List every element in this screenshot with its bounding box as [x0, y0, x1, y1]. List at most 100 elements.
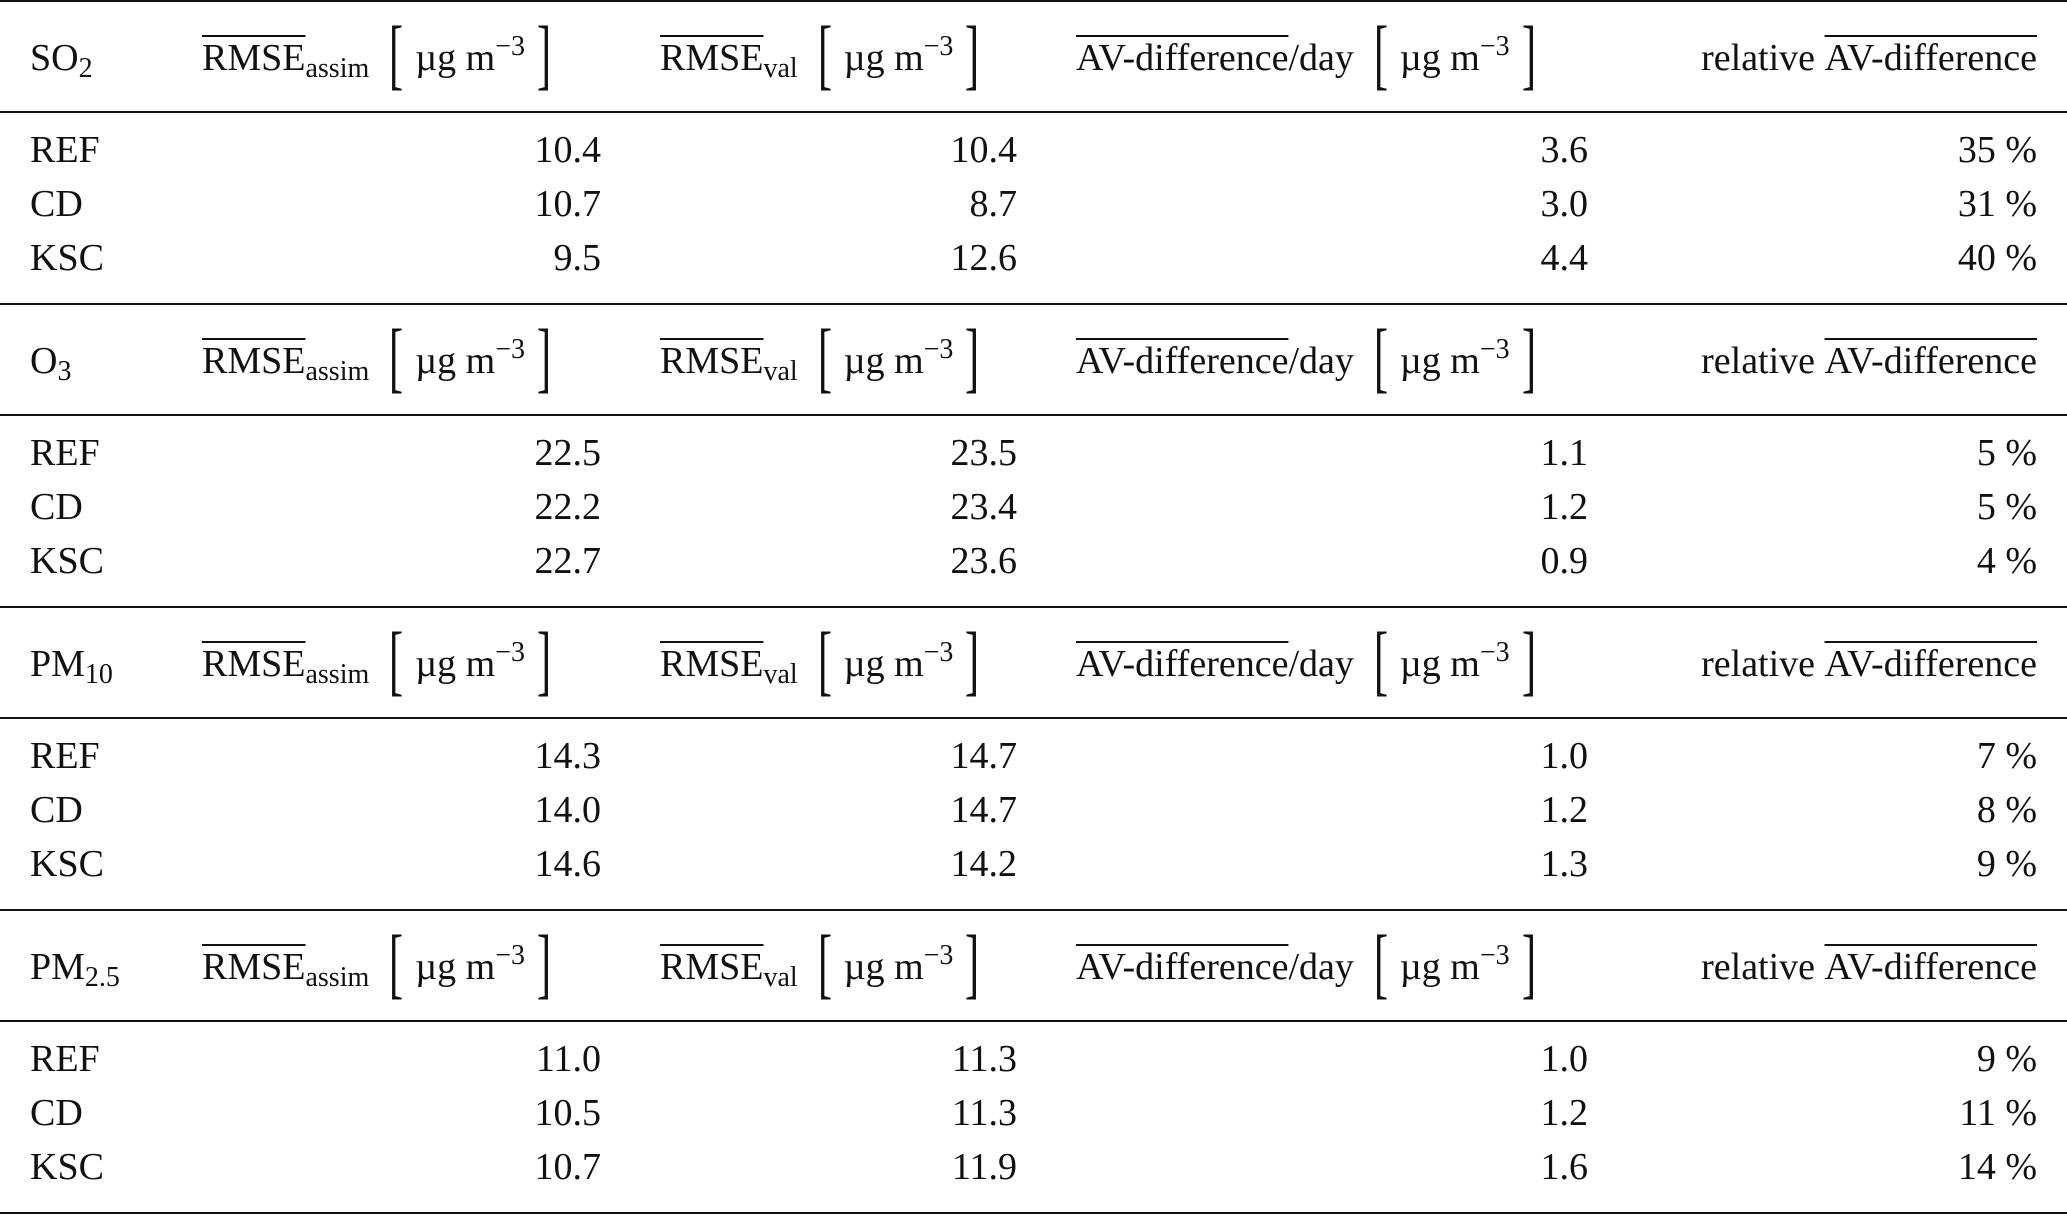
header-space: [1815, 36, 1825, 80]
av-difference-label: AV-difference: [1076, 340, 1289, 382]
unit-text: µg m: [415, 643, 496, 685]
relative-av-difference-value: 14 %: [1957, 1146, 2037, 1188]
bracket-open: [: [389, 313, 404, 400]
bracket-open: [: [817, 313, 832, 400]
relative-av-difference-value: 31 %: [1957, 183, 2037, 225]
unit-label: [µg m−3]: [383, 924, 557, 1006]
rmse-assim-value: 22.5: [534, 432, 602, 474]
table-row: CD 10.7 8.7 3.0 31 %: [0, 177, 2067, 231]
header-av-difference-day: AV-difference/day [µg m−3]: [1076, 917, 1542, 1017]
rmse-assim-value: 11.0: [535, 1038, 601, 1080]
bracket-close: ]: [536, 10, 552, 97]
unit-label: [µg m−3]: [383, 15, 557, 97]
relative-prefix: relative: [1701, 340, 1816, 382]
rmse-assim-value: 9.5: [553, 237, 602, 279]
bracket-open: [: [1373, 919, 1389, 1006]
species-subscript: 2: [78, 53, 93, 84]
rmse-assim-label: RMSE: [202, 340, 306, 382]
unit-text-group: µg m−3: [409, 334, 531, 383]
table-row: KSC 14.6 14.2 1.3 9 %: [0, 837, 2067, 891]
section-header-row: PM 2.5 RMSE assim[µg m−3] RMSE val[µg m−3] AV-…: [0, 917, 2067, 1017]
unit-text-group: µg m−3: [1394, 31, 1516, 80]
row-label: KSC: [30, 843, 104, 885]
av-difference-day-value: 1.6: [1540, 1146, 1589, 1188]
bracket-close: ]: [965, 919, 980, 1006]
unit-text: µg m: [415, 37, 496, 79]
unit-exponent: −3: [923, 940, 954, 971]
header-underline-rule: [0, 717, 2067, 719]
bracket-open: [: [1373, 616, 1389, 703]
relative-av-difference-value: 40 %: [1957, 237, 2037, 279]
bracket-close: ]: [1521, 616, 1536, 703]
table-row: REF 10.4 10.4 3.6 35 %: [0, 123, 2067, 177]
relative-prefix: relative: [1701, 946, 1816, 988]
header-underline-rule: [0, 414, 2067, 416]
bracket-close: ]: [536, 313, 552, 400]
row-label: CD: [30, 1092, 83, 1134]
rmse-val-label: RMSE: [660, 37, 764, 79]
row-label: KSC: [30, 237, 104, 279]
rmse-assim-subscript: assim: [305, 659, 370, 690]
bracket-open: [: [389, 919, 404, 1006]
header-rmse-val: RMSE val[µg m−3]: [660, 614, 985, 714]
rmse-val-value: 14.2: [950, 843, 1018, 885]
rmse-val-subscript: val: [763, 53, 798, 84]
section-header-row: PM 10 RMSE assim[µg m−3] RMSE val[µg m−3] AV-d…: [0, 614, 2067, 714]
species-header: PM 10: [30, 614, 113, 714]
row-label: REF: [30, 1038, 100, 1080]
row-label: CD: [30, 789, 83, 831]
av-difference-suffix: /day: [1288, 37, 1354, 79]
av-difference-day-value: 1.0: [1540, 735, 1589, 777]
unit-text: µg m: [415, 340, 496, 382]
header-av-difference-day: AV-difference/day [µg m−3]: [1076, 614, 1542, 714]
bracket-open: [: [389, 10, 404, 97]
unit-text-group: µg m−3: [1394, 334, 1516, 383]
table-row: KSC 10.7 11.9 1.6 14 %: [0, 1140, 2067, 1194]
unit-label: [µg m−3]: [812, 621, 986, 703]
species-subscript: 10: [84, 659, 113, 690]
section-separator-rule: [0, 303, 2067, 305]
species-name: O: [30, 340, 58, 382]
rmse-assim-label: RMSE: [202, 946, 306, 988]
unit-exponent: −3: [1479, 31, 1510, 62]
unit-exponent: −3: [923, 637, 954, 668]
unit-exponent: −3: [495, 637, 525, 668]
header-rmse-assim: RMSE assim [µg m−3]: [202, 917, 557, 1017]
relative-av-difference-label: AV-difference: [1824, 37, 2037, 79]
unit-label: [µg m−3]: [383, 318, 557, 400]
bracket-open: [: [389, 616, 404, 703]
species-header: PM 2.5: [30, 917, 120, 1017]
bracket-open: [: [1373, 313, 1389, 400]
header-space: [1815, 945, 1825, 989]
unit-text: µg m: [843, 946, 924, 988]
rmse-val-subscript: val: [763, 659, 798, 690]
table-row: KSC 9.5 12.6 4.4 40 %: [0, 231, 2067, 285]
rmse-val-value: 23.6: [950, 540, 1018, 582]
unit-text: µg m: [843, 37, 924, 79]
header-underline-rule: [0, 1020, 2067, 1022]
table-top-rule: [0, 0, 2067, 2]
rmse-assim-subscript: assim: [305, 53, 370, 84]
header-relative-av-difference: relative AV-difference: [1701, 8, 2037, 108]
unit-exponent: −3: [1479, 940, 1510, 971]
av-difference-label: AV-difference: [1076, 643, 1289, 685]
unit-text: µg m: [415, 946, 496, 988]
species-header: SO 2: [30, 8, 93, 108]
unit-text: µg m: [1399, 37, 1480, 79]
rmse-assim-value: 22.7: [534, 540, 602, 582]
table-row: KSC 22.7 23.6 0.9 4 %: [0, 534, 2067, 588]
rmse-val-value: 23.4: [950, 486, 1018, 528]
header-relative-av-difference: relative AV-difference: [1701, 917, 2037, 1017]
relative-prefix: relative: [1701, 37, 1816, 79]
rmse-val-value: 11.3: [951, 1092, 1017, 1134]
unit-text-group: µg m−3: [838, 334, 960, 383]
rmse-val-value: 11.9: [951, 1146, 1017, 1188]
av-difference-day-value: 1.2: [1540, 1092, 1589, 1134]
rmse-val-value: 12.6: [950, 237, 1018, 279]
bracket-open: [: [817, 10, 832, 97]
rmse-val-label: RMSE: [660, 340, 764, 382]
rmse-assim-subscript: assim: [305, 962, 370, 993]
relative-av-difference-value: 5 %: [1976, 486, 2037, 528]
